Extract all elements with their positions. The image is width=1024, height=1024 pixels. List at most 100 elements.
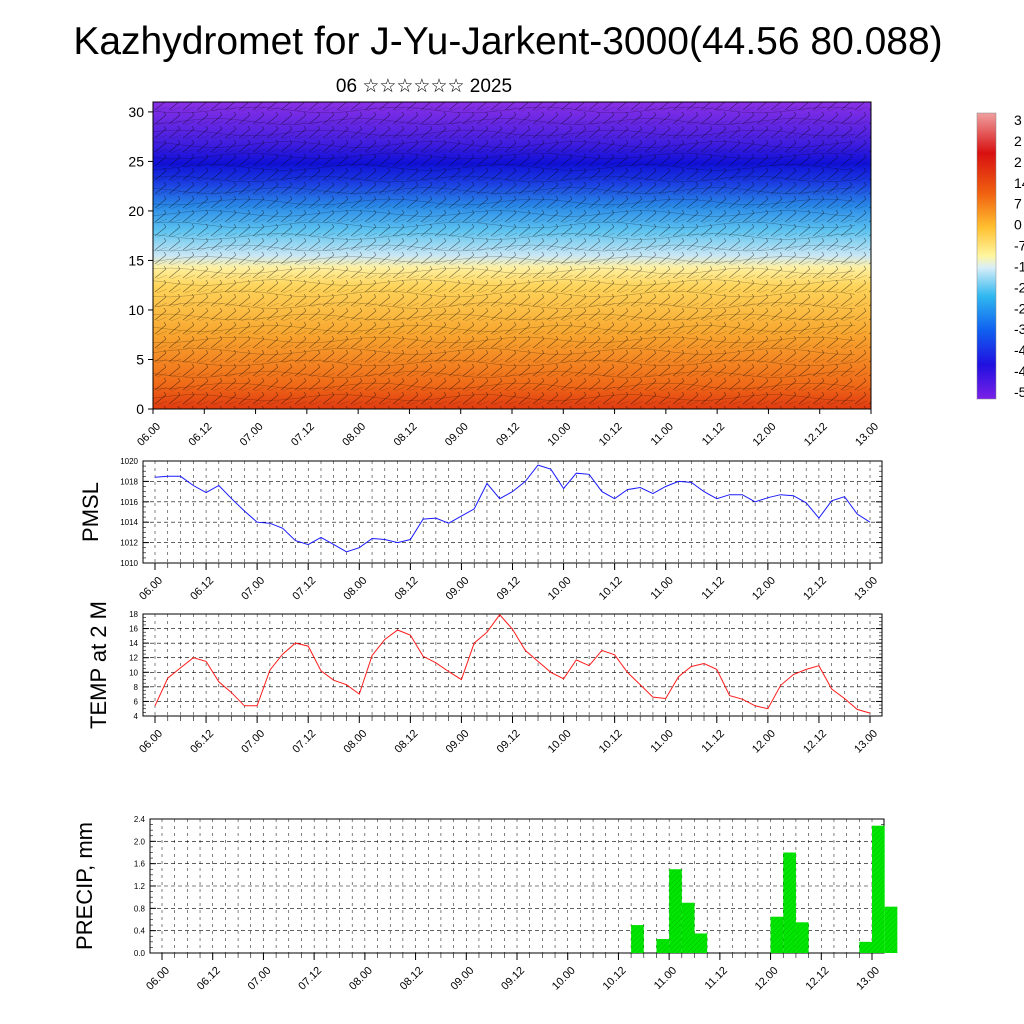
precip-bar-hatch xyxy=(669,869,682,953)
y-tick-label: 18 xyxy=(129,610,138,619)
x-tick-label: 06.12 xyxy=(188,728,216,756)
x-tick-label: 07.12 xyxy=(296,965,324,993)
y-tick-label: 6 xyxy=(134,697,139,706)
precip-bar-hatch xyxy=(783,852,796,953)
y-tick-label: 25 xyxy=(128,153,144,169)
y-tick-label: 1020 xyxy=(120,457,138,466)
x-tick-label: 08.12 xyxy=(393,728,421,756)
colorbar-label: 0 xyxy=(1014,217,1022,233)
colorbar-label: -2 xyxy=(1014,300,1024,316)
y-tick-label: 2.4 xyxy=(134,815,146,824)
x-tick-label: 09.12 xyxy=(495,728,523,756)
y-tick-label: 5 xyxy=(136,351,144,367)
x-tick-label: 06.12 xyxy=(186,421,214,449)
x-tick-label: 11.00 xyxy=(649,421,676,448)
x-tick-label: 07.00 xyxy=(239,575,267,603)
x-tick-label: 08.12 xyxy=(392,421,420,449)
x-tick-label: 09.12 xyxy=(494,421,522,449)
y-tick-label: 20 xyxy=(128,203,144,219)
y-tick-label: 1016 xyxy=(120,498,138,507)
y-axis-title: TEMP at 2 M xyxy=(86,601,111,729)
x-tick-label: 08.00 xyxy=(341,728,369,756)
y-tick-label: 0.0 xyxy=(134,949,146,958)
wind-barbs xyxy=(153,102,871,409)
y-tick-label: 1018 xyxy=(120,477,138,486)
colorbar-label: 3 xyxy=(1014,112,1022,128)
x-tick-label: 09.00 xyxy=(443,421,471,449)
x-tick-label: 12.00 xyxy=(750,575,778,603)
colorbar-label: -7 xyxy=(1014,238,1024,254)
x-tick-label: 06.00 xyxy=(135,421,163,449)
colorbar-label: 14 xyxy=(1014,175,1024,191)
x-tick-label: 13.00 xyxy=(852,575,880,603)
precip-bar-hatch xyxy=(859,941,872,953)
x-tick-label: 10.12 xyxy=(597,575,625,603)
x-tick-label: 13.00 xyxy=(854,965,882,993)
x-tick-label: 06.00 xyxy=(137,728,165,756)
y-tick-label: 30 xyxy=(128,104,144,120)
precip-bar-hatch xyxy=(631,925,644,953)
x-tick-label: 07.00 xyxy=(239,728,267,756)
x-tick-label: 12.12 xyxy=(802,421,830,449)
x-tick-label: 12.12 xyxy=(803,965,831,993)
y-tick-label: 2.0 xyxy=(134,837,146,846)
temp-line xyxy=(154,613,871,714)
y-tick-label: 1014 xyxy=(120,518,138,527)
colorbar-label: 2 xyxy=(1014,154,1022,170)
x-tick-label: 10.00 xyxy=(546,728,574,756)
precip-bar-hatch xyxy=(795,922,809,953)
x-tick-label: 10.00 xyxy=(545,421,573,449)
x-tick-label: 11.00 xyxy=(648,728,675,755)
precip-bar-hatch xyxy=(770,916,784,953)
y-tick-label: 15 xyxy=(128,252,144,268)
x-tick-label: 09.12 xyxy=(495,575,523,603)
y-axis-title: PMSL xyxy=(78,482,103,542)
x-tick-label: 06.12 xyxy=(188,575,216,603)
y-tick-label: 0 xyxy=(136,401,144,417)
y-tick-label: 4 xyxy=(134,712,139,721)
x-tick-label: 12.12 xyxy=(801,575,829,603)
x-tick-label: 07.12 xyxy=(290,728,318,756)
y-tick-label: 0.8 xyxy=(134,904,146,913)
x-tick-label: 09.00 xyxy=(448,965,476,993)
precip-panel: 0.0 0.4 0.8 1.2 1.6 2.0 2.4 06.00 06.12 07.00 07.1… xyxy=(72,815,898,993)
x-tick-label: 12.12 xyxy=(801,728,829,756)
colorbar-label: 7 xyxy=(1014,196,1022,212)
y-tick-label: 1.6 xyxy=(134,860,146,869)
x-tick-label: 06.00 xyxy=(137,575,165,603)
x-tick-label: 12.00 xyxy=(753,965,781,993)
x-tick-label: 08.12 xyxy=(398,965,426,993)
x-tick-label: 10.00 xyxy=(550,965,578,993)
y-tick-label: 12 xyxy=(129,654,138,663)
colorbar-label: -4 xyxy=(1014,342,1024,358)
y-tick-label: 14 xyxy=(129,639,138,648)
x-tick-label: 13.00 xyxy=(852,728,880,756)
y-tick-label: 16 xyxy=(129,625,138,634)
precip-bar-hatch xyxy=(872,825,885,953)
chart-title: Kazhydromet for J-Yu-Jarkent-3000(44.56 … xyxy=(73,20,942,63)
x-tick-label: 12.00 xyxy=(751,421,779,449)
chart-subtitle: 06 ☆☆☆☆☆☆ 2025 xyxy=(336,76,512,97)
x-tick-label: 10.12 xyxy=(597,421,625,449)
colorbar: 3 2 2 14 7 0 -7 -1 -2 -2 -3 -4 -4 -5 xyxy=(976,112,1024,400)
cross-section-panel: 0 5 10 15 20 25 30 06.00 06.12 07.00 07.12 08.00 08.… xyxy=(128,101,881,449)
x-tick-label: 08.00 xyxy=(347,965,375,993)
pmsl-panel: 1010 1012 1014 1016 1018 1020 06.00 06.12 07.00 0… xyxy=(78,457,883,603)
x-tick-label: 07.00 xyxy=(246,965,274,993)
x-tick-label: 09.00 xyxy=(444,728,472,756)
x-tick-label: 11.00 xyxy=(648,575,675,602)
x-tick-label: 07.00 xyxy=(238,421,266,449)
x-tick-label: 11.12 xyxy=(700,575,727,602)
x-tick-label: 09.12 xyxy=(499,965,527,993)
x-tick-label: 06.00 xyxy=(144,965,172,993)
x-tick-label: 12.00 xyxy=(750,728,778,756)
x-tick-label: 08.00 xyxy=(340,421,368,449)
y-tick-label: 1012 xyxy=(120,539,138,548)
colorbar-label: -5 xyxy=(1014,384,1024,400)
y-tick-label: 8 xyxy=(134,683,139,692)
temp-panel: 4 6 8 10 12 14 16 18 06.00 06.12 07.00 07.12 08.00 08… xyxy=(86,601,883,756)
x-tick-label: 11.12 xyxy=(703,965,730,992)
x-tick-label: 13.00 xyxy=(853,421,881,449)
x-tick-label: 07.12 xyxy=(290,575,318,603)
